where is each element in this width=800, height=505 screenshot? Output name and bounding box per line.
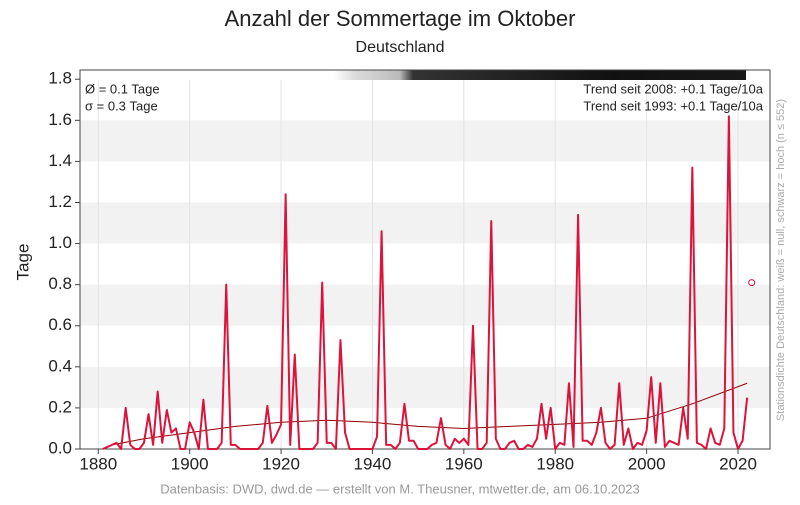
y-tick-label: 1.8: [48, 69, 72, 88]
y-tick-label: 0.2: [48, 397, 72, 416]
y-tick-label: 1.2: [48, 192, 72, 211]
y-tick-label: 1.6: [48, 110, 72, 129]
side-note: Stationsdichte Deutschland: weiß = null,…: [775, 99, 787, 421]
annotation: Trend seit 2008: +0.1 Tage/10a: [583, 81, 763, 96]
trend-line: [111, 382, 748, 446]
y-tick-label: 0.8: [48, 274, 72, 293]
current-point: [748, 279, 756, 287]
plot-background: [80, 70, 770, 449]
grid-band: [80, 202, 770, 244]
x-tick-label: 1960: [445, 454, 483, 473]
x-tick-label: 1940: [354, 454, 392, 473]
y-tick-label: 0.6: [48, 315, 72, 334]
x-tick-label: 1900: [171, 454, 209, 473]
chart-title: Anzahl der Sommertage im Oktober: [225, 6, 576, 31]
annotation: σ = 0.3 Tage: [85, 98, 158, 113]
annotation: Ø = 0.1 Tage: [85, 81, 160, 96]
station-density-bar: [80, 70, 746, 80]
y-tick-label: 0.4: [48, 356, 72, 375]
footer: Datenbasis: DWD, dwd.de — erstellt von M…: [160, 481, 640, 496]
x-tick-label: 1920: [262, 454, 300, 473]
chart-subtitle: Deutschland: [356, 39, 445, 56]
grid-band: [80, 284, 770, 326]
x-tick-label: 2000: [628, 454, 666, 473]
y-tick-label: 1.0: [48, 233, 72, 252]
annotation: Trend seit 1993: +0.1 Tage/10a: [583, 98, 763, 113]
x-tick-label: 1980: [536, 454, 574, 473]
x-tick-label: 1880: [79, 454, 117, 473]
data-line: [102, 115, 749, 450]
x-tick-label: 2020: [719, 454, 757, 473]
y-axis-label: Tage: [13, 244, 32, 281]
y-tick-label: 1.4: [48, 151, 72, 170]
grid-band: [80, 120, 770, 162]
grid-band: [80, 366, 770, 408]
y-tick-label: 0.0: [48, 438, 72, 457]
